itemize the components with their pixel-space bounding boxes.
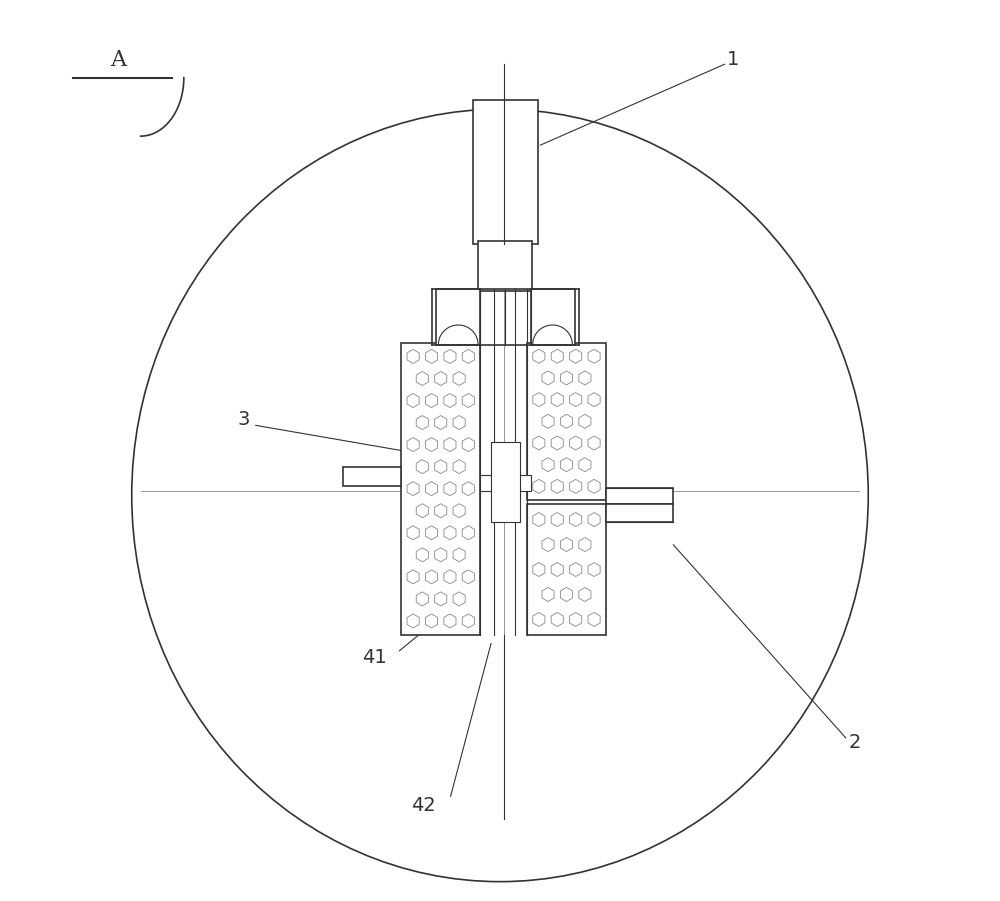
Bar — [491, 441, 520, 523]
Text: 2: 2 — [849, 733, 861, 752]
Bar — [527, 342, 606, 500]
Bar — [527, 505, 606, 634]
Bar — [606, 488, 673, 505]
Bar — [478, 241, 532, 291]
Text: 41: 41 — [362, 648, 387, 667]
Bar — [606, 505, 673, 523]
Text: 1: 1 — [727, 50, 740, 69]
Bar — [473, 100, 538, 244]
Bar — [401, 342, 480, 634]
Bar — [531, 289, 575, 344]
Text: 42: 42 — [411, 796, 436, 815]
Text: 3: 3 — [238, 410, 250, 429]
Bar — [436, 289, 480, 344]
Text: A: A — [110, 49, 126, 71]
Bar — [480, 475, 531, 491]
Bar — [343, 467, 401, 487]
